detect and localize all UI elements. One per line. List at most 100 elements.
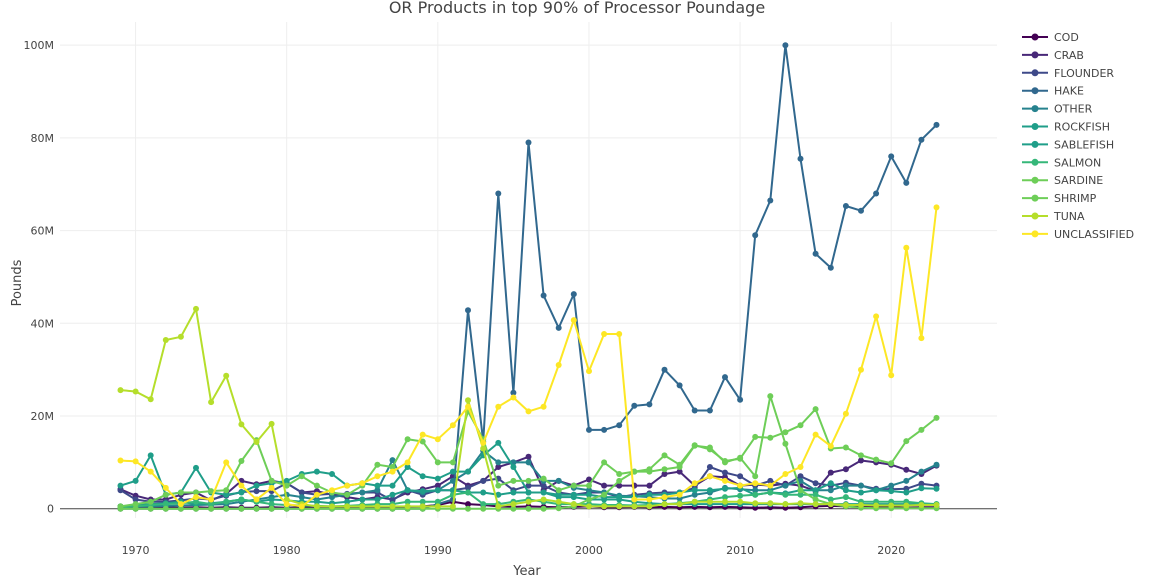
data-point[interactable] <box>888 482 895 489</box>
data-point[interactable] <box>661 471 668 477</box>
data-point[interactable] <box>313 482 320 489</box>
data-point[interactable] <box>268 501 275 508</box>
data-point[interactable] <box>329 503 335 510</box>
data-point[interactable] <box>661 452 668 459</box>
data-point[interactable] <box>691 480 698 487</box>
data-point[interactable] <box>797 491 804 498</box>
legend-item-sablefish[interactable]: SABLEFISH <box>1022 138 1114 151</box>
data-point[interactable] <box>570 491 577 498</box>
data-point[interactable] <box>586 503 592 510</box>
data-point[interactable] <box>691 442 698 449</box>
data-point[interactable] <box>601 426 608 433</box>
data-point[interactable] <box>177 489 184 496</box>
data-point[interactable] <box>329 487 335 494</box>
data-point[interactable] <box>903 466 910 473</box>
data-point[interactable] <box>903 438 910 445</box>
data-point[interactable] <box>737 492 744 499</box>
data-point[interactable] <box>268 496 275 503</box>
data-point[interactable] <box>797 473 804 480</box>
data-point[interactable] <box>449 422 456 429</box>
data-point[interactable] <box>903 502 910 509</box>
data-point[interactable] <box>162 501 169 508</box>
data-point[interactable] <box>510 505 517 512</box>
data-point[interactable] <box>842 466 849 473</box>
data-point[interactable] <box>434 498 441 505</box>
data-point[interactable] <box>616 477 623 484</box>
data-point[interactable] <box>359 503 366 510</box>
data-point[interactable] <box>147 396 154 403</box>
data-point[interactable] <box>661 494 668 501</box>
data-point[interactable] <box>298 503 305 510</box>
data-point[interactable] <box>374 473 381 480</box>
data-point[interactable] <box>223 459 230 466</box>
data-point[interactable] <box>767 393 774 400</box>
data-point[interactable] <box>344 503 351 510</box>
data-point[interactable] <box>646 482 653 489</box>
data-point[interactable] <box>737 455 744 462</box>
data-point[interactable] <box>374 461 381 468</box>
data-point[interactable] <box>208 501 215 508</box>
data-point[interactable] <box>827 469 834 476</box>
legend-item-tuna[interactable]: TUNA <box>1022 210 1085 223</box>
data-point[interactable] <box>449 459 456 466</box>
data-point[interactable] <box>193 498 199 505</box>
legend-item-shrimp[interactable]: SHRIMP <box>1022 192 1097 205</box>
data-point[interactable] <box>208 488 215 495</box>
data-point[interactable] <box>616 422 623 429</box>
legend-item-rockfish[interactable]: ROCKFISH <box>1022 121 1110 134</box>
data-point[interactable] <box>208 496 215 503</box>
data-point[interactable] <box>419 473 426 480</box>
data-point[interactable] <box>722 477 728 484</box>
data-point[interactable] <box>223 505 230 512</box>
data-point[interactable] <box>933 204 940 211</box>
data-point[interactable] <box>842 502 849 508</box>
data-point[interactable] <box>177 501 184 508</box>
data-point[interactable] <box>767 482 774 489</box>
data-point[interactable] <box>737 498 744 505</box>
data-point[interactable] <box>812 501 819 508</box>
data-point[interactable] <box>117 487 124 494</box>
data-point[interactable] <box>570 501 577 508</box>
data-point[interactable] <box>510 464 517 470</box>
data-point[interactable] <box>525 459 532 466</box>
data-point[interactable] <box>631 503 638 510</box>
data-point[interactable] <box>842 203 849 209</box>
data-point[interactable] <box>691 407 698 414</box>
data-point[interactable] <box>722 485 728 492</box>
data-point[interactable] <box>313 498 320 505</box>
data-point[interactable] <box>752 487 759 494</box>
data-point[interactable] <box>782 42 789 49</box>
data-point[interactable] <box>812 487 819 494</box>
data-point[interactable] <box>117 503 124 510</box>
data-point[interactable] <box>495 439 502 446</box>
data-point[interactable] <box>465 307 471 314</box>
legend-item-other[interactable]: OTHER <box>1022 103 1093 116</box>
data-point[interactable] <box>419 488 426 495</box>
data-point[interactable] <box>253 482 260 489</box>
data-point[interactable] <box>132 501 139 508</box>
data-point[interactable] <box>147 452 154 459</box>
data-point[interactable] <box>858 489 864 496</box>
data-point[interactable] <box>616 471 623 477</box>
data-point[interactable] <box>404 498 411 505</box>
data-point[interactable] <box>162 491 169 498</box>
data-point[interactable] <box>646 466 653 473</box>
data-point[interactable] <box>752 480 759 487</box>
data-point[interactable] <box>676 491 683 498</box>
data-point[interactable] <box>540 403 547 410</box>
data-point[interactable] <box>782 429 789 436</box>
data-point[interactable] <box>646 491 653 498</box>
data-point[interactable] <box>117 482 124 489</box>
data-point[interactable] <box>283 496 290 503</box>
data-point[interactable] <box>676 382 683 389</box>
data-point[interactable] <box>827 496 834 503</box>
data-point[interactable] <box>132 458 139 465</box>
data-point[interactable] <box>601 503 608 510</box>
data-point[interactable] <box>737 473 744 480</box>
data-point[interactable] <box>223 372 230 379</box>
data-point[interactable] <box>465 501 471 508</box>
data-point[interactable] <box>555 362 562 368</box>
data-point[interactable] <box>601 331 608 337</box>
data-point[interactable] <box>888 460 895 467</box>
data-point[interactable] <box>449 503 456 510</box>
